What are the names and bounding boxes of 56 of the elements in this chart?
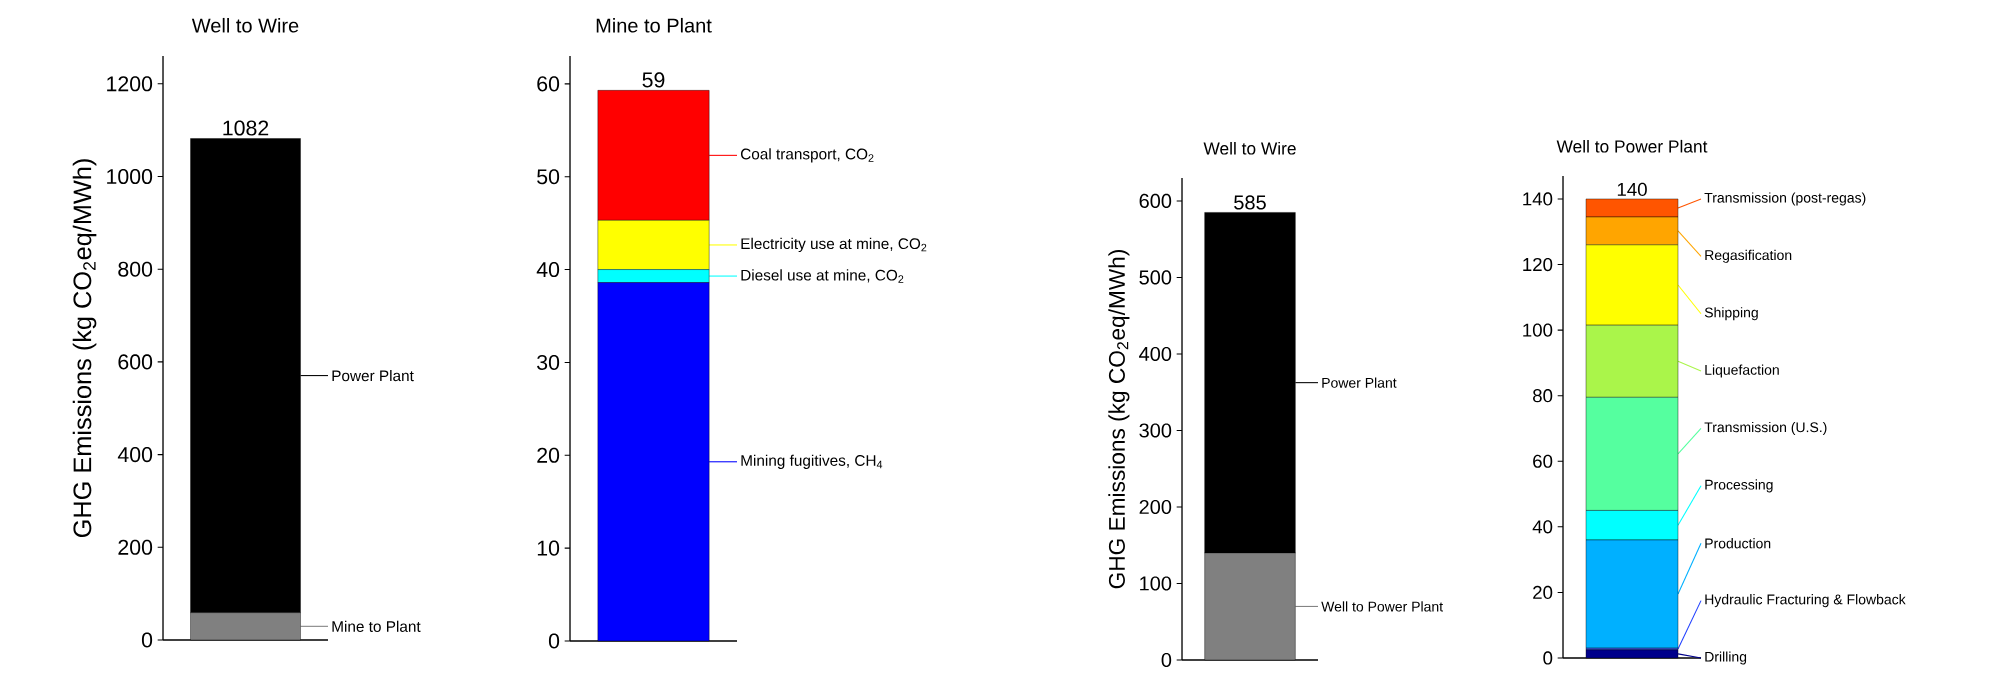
y-tick-label: 60: [1533, 454, 1553, 468]
y-tick-label: 20: [1533, 585, 1553, 600]
legend-label: Transmission (post-regas): [1704, 192, 1866, 206]
y-axis-title: GHG Emissions (kg CO$_{2}$eq/MWh): [72, 159, 97, 538]
y-tick-label: 40: [536, 262, 560, 278]
chart-title: Well to Wire: [1203, 141, 1296, 155]
series-label: Production: [1705, 538, 1771, 549]
y-tick-label: 40: [1532, 520, 1553, 534]
y-tick-label: 200: [118, 539, 153, 555]
y-tick-label: 80: [1533, 389, 1553, 403]
y-tick-label: 600: [1139, 193, 1172, 209]
legend-label: Liquefaction: [1705, 364, 1779, 378]
total-label: 1082: [223, 120, 269, 136]
y-tick-label: 60: [537, 76, 560, 92]
y-tick-label: 0: [1161, 652, 1172, 668]
y-tick-label: 30: [537, 354, 560, 370]
y-tick-label: 200: [1139, 499, 1172, 515]
y-tick-label: 800: [118, 261, 153, 277]
chart-title: Well to Power Plant: [1556, 139, 1708, 153]
y-tick-label: 0: [141, 632, 153, 648]
text: Processing: [1705, 479, 1773, 493]
y-tick-label: 400: [1139, 346, 1172, 362]
y-tick-label: 0: [548, 633, 560, 649]
y-tick-label: 1000: [107, 168, 153, 185]
legend-label: Coal transport, CO$_{2}$: [740, 148, 874, 163]
legend-label: Power Plant: [1322, 377, 1397, 388]
text: Hydraulic Fracturing & Flowback: [1705, 594, 1906, 608]
text: Mining fugitives, CH$_{4}$: [741, 454, 883, 469]
legend-label: Electricity use at mine, CO$_{2}$: [741, 237, 927, 253]
y-tick-label: 10: [537, 540, 560, 556]
legend-label: Power Plant: [332, 369, 414, 382]
y-tick-label: 500: [1139, 270, 1172, 285]
total-label: 140: [1617, 182, 1647, 197]
y-tick-label: 50: [537, 169, 560, 185]
y-tick-label: 100: [1140, 576, 1172, 591]
total-label: 59: [642, 72, 665, 88]
series-label: Shipping: [1704, 307, 1758, 321]
chart-title: Well to Wire: [191, 17, 299, 33]
total-label: 585: [1234, 195, 1266, 210]
y-axis-title: GHG Emissions (kg CO$_{2}$eq/MWh): [1108, 250, 1130, 589]
legend-label: Diesel use at mine, CO$_{2}$: [741, 269, 904, 283]
y-tick-label: 300: [1139, 423, 1172, 438]
y-tick-label: 0: [1543, 651, 1553, 665]
legend-label: Well to Power Plant: [1321, 601, 1443, 612]
y-tick-label: 120: [1523, 257, 1553, 272]
series-label: Regasification: [1705, 249, 1792, 263]
legend-label: Mine to Plant: [332, 620, 421, 632]
series-label: Transmission (U.S.): [1704, 421, 1827, 435]
y-tick-label: 140: [1523, 192, 1553, 206]
y-tick-label: 600: [118, 354, 153, 370]
legend-label: Drilling: [1705, 651, 1747, 665]
y-tick-label: 400: [117, 447, 153, 463]
y-tick-label: 1200: [107, 76, 153, 92]
y-tick-label: 20: [537, 447, 560, 463]
y-tick-label: 100: [1523, 323, 1553, 337]
chart-title: Mine to Plant: [596, 17, 712, 33]
